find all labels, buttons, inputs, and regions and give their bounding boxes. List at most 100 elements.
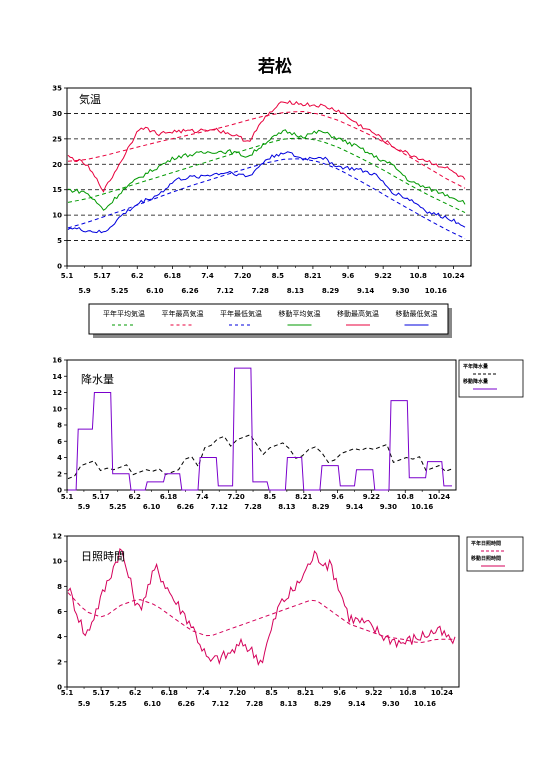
y-tick-label: 4 — [57, 454, 62, 462]
x-tick-label: 6.2 — [129, 689, 142, 697]
y-tick-label: 5 — [57, 237, 62, 245]
x-tick-label: 9.14 — [346, 503, 363, 511]
x-tick-label: 6.26 — [177, 503, 194, 511]
x-tick-label: 10.16 — [411, 503, 433, 511]
x-tick-label: 10.8 — [399, 689, 416, 697]
x-tick-label: 7.28 — [244, 503, 261, 511]
legend-label: 平年最低気温 — [220, 309, 262, 318]
series-line-5 — [67, 99, 466, 193]
x-tick-label: 9.30 — [392, 287, 409, 295]
x-tick-label: 5.9 — [78, 700, 91, 708]
x-tick-label: 9.22 — [363, 493, 380, 501]
x-tick-label: 7.28 — [246, 700, 263, 708]
y-tick-label: 15 — [52, 186, 62, 194]
series-line-2 — [68, 367, 452, 491]
x-tick-label: 10.16 — [425, 287, 447, 295]
x-tick-label: 6.2 — [128, 493, 141, 501]
x-tick-label: 6.18 — [160, 493, 177, 501]
legend-label: 移動日照時間 — [471, 555, 501, 562]
x-tick-label: 9.14 — [348, 700, 365, 708]
y-tick-label: 0 — [57, 684, 62, 692]
x-tick-label: 7.4 — [197, 689, 210, 697]
y-tick-label: 8 — [57, 583, 62, 591]
legend-box — [88, 303, 449, 335]
x-tick-label: 8.13 — [278, 503, 295, 511]
x-tick-label: 8.5 — [265, 689, 278, 697]
x-tick-label: 10.8 — [397, 493, 414, 501]
x-tick-label: 6.10 — [144, 700, 161, 708]
x-tick-label: 9.22 — [375, 272, 392, 280]
x-tick-label: 5.1 — [61, 493, 74, 501]
chart-2: 0 2 4 6 8 10 12 14 16 5.1 5.17 6.2 6.18 7.4 7.20 8.5 8.2… — [52, 357, 524, 511]
x-tick-label: 9.6 — [333, 689, 346, 697]
x-tick-label: 5.1 — [61, 689, 74, 697]
x-tick-label: 7.20 — [227, 493, 244, 501]
legend-label: 平年平均気温 — [103, 309, 145, 318]
x-tick-label: 7.4 — [196, 493, 209, 501]
x-tick-label: 5.9 — [78, 287, 91, 295]
chart-3: 0 2 4 6 8 10 12 5.1 5.17 6.2 6.18 7.4 7.20 8.5 8.21 9.6… — [52, 533, 524, 708]
page-title: 若松 — [258, 57, 292, 77]
x-tick-label: 7.20 — [234, 272, 251, 280]
y-tick-label: 30 — [52, 110, 62, 118]
x-tick-label: 8.21 — [297, 689, 314, 697]
y-tick-label: 10 — [52, 212, 62, 220]
chart-title: 気温 — [79, 92, 101, 106]
x-tick-label: 10.24 — [431, 689, 453, 697]
x-tick-label: 9.22 — [365, 689, 382, 697]
series-line-1 — [67, 592, 455, 643]
y-tick-label: 8 — [57, 422, 62, 430]
x-tick-label: 9.6 — [331, 493, 344, 501]
x-tick-label: 9.30 — [380, 503, 397, 511]
series-line-4 — [67, 129, 466, 211]
y-tick-label: 4 — [57, 633, 62, 641]
y-tick-label: 0 — [57, 263, 62, 271]
x-tick-label: 9.30 — [382, 700, 399, 708]
x-tick-label: 8.21 — [304, 272, 321, 280]
legend-label: 移動平均気温 — [279, 309, 321, 318]
y-tick-label: 12 — [52, 533, 62, 541]
y-tick-label: 10 — [52, 558, 62, 566]
x-tick-label: 8.29 — [312, 503, 329, 511]
x-tick-label: 7.28 — [252, 287, 269, 295]
plot-area — [66, 359, 457, 491]
x-tick-label: 8.29 — [314, 700, 331, 708]
y-tick-label: 16 — [52, 357, 62, 365]
x-tick-label: 6.2 — [131, 272, 144, 280]
series-line-3 — [67, 158, 466, 239]
y-tick-label: 10 — [52, 405, 62, 413]
x-tick-label: 8.5 — [272, 272, 285, 280]
x-tick-label: 6.10 — [146, 287, 163, 295]
x-tick-label: 10.16 — [414, 700, 436, 708]
legend-label: 平年最高気温 — [162, 309, 204, 318]
x-tick-label: 5.25 — [111, 287, 128, 295]
x-tick-label: 6.10 — [143, 503, 160, 511]
x-tick-label: 9.14 — [357, 287, 374, 295]
chart-title: 降水量 — [81, 372, 114, 386]
legend-label: 移動降水量 — [463, 378, 488, 385]
y-tick-label: 14 — [52, 373, 62, 381]
legend-box — [458, 359, 524, 398]
x-tick-label: 10.24 — [428, 493, 450, 501]
x-tick-label: 5.17 — [92, 689, 109, 697]
series-line-1 — [67, 434, 453, 480]
x-tick-label: 5.17 — [93, 272, 110, 280]
x-tick-label: 7.12 — [216, 287, 233, 295]
x-tick-label: 8.29 — [322, 287, 339, 295]
x-tick-label: 8.21 — [295, 493, 312, 501]
y-tick-label: 0 — [57, 487, 62, 495]
legend-label: 移動最低気温 — [396, 309, 438, 318]
chart-title: 日照時間 — [81, 550, 125, 563]
y-tick-label: 35 — [52, 85, 62, 93]
x-tick-label: 5.17 — [92, 493, 109, 501]
x-tick-label: 6.18 — [164, 272, 181, 280]
series-line-6 — [67, 151, 466, 234]
x-tick-label: 5.25 — [109, 503, 126, 511]
x-tick-label: 6.18 — [161, 689, 178, 697]
y-tick-label: 2 — [57, 658, 62, 666]
legend-label: 平年日照時間 — [471, 540, 501, 547]
